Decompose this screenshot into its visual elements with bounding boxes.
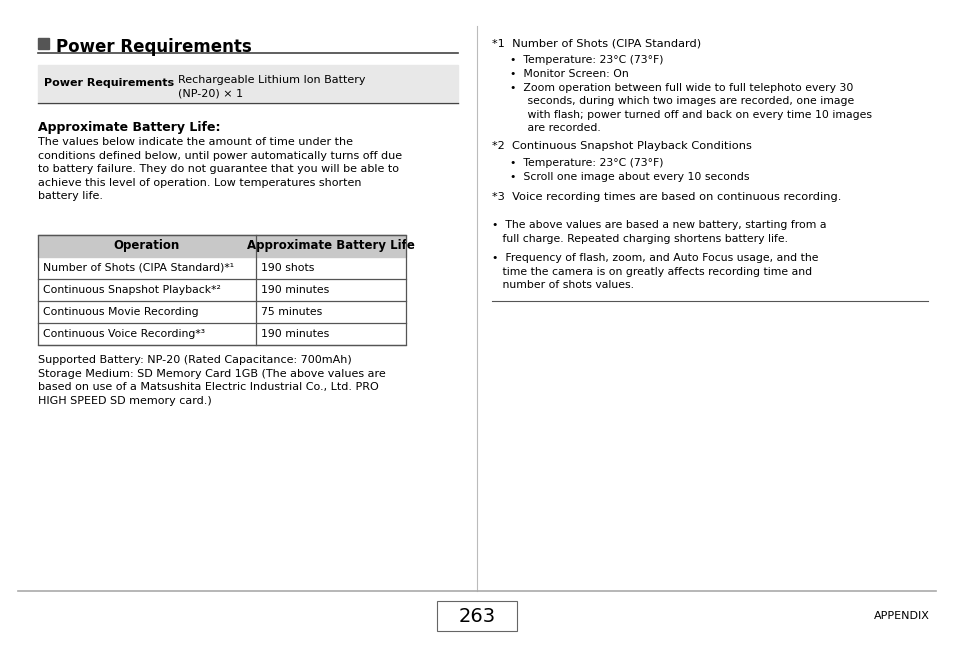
Bar [38, 235, 406, 257]
Bar [38, 257, 406, 279]
Text: Rechargeable Lithium Ion Battery
(NP-20) × 1: Rechargeable Lithium Ion Battery (NP-20)… [178, 75, 365, 99]
Text: The values below indicate the amount of time under the
conditions defined below,: The values below indicate the amount of … [38, 137, 402, 202]
Text: •  Zoom operation between full wide to full telephoto every 30
     seconds, dur: • Zoom operation between full wide to fu… [510, 83, 871, 133]
Text: Power Requirements: Power Requirements [56, 38, 252, 56]
Text: Operation: Operation [113, 240, 180, 253]
Text: Approximate Battery Life: Approximate Battery Life [247, 240, 415, 253]
Text: *3  Voice recording times are based on continuous recording.: *3 Voice recording times are based on co… [492, 192, 841, 202]
Text: *1  Number of Shots (CIPA Standard): *1 Number of Shots (CIPA Standard) [492, 38, 700, 48]
Bar [38, 301, 406, 323]
Text: •  The above values are based a new battery, starting from a
   full charge. Rep: • The above values are based a new batte… [492, 220, 825, 244]
Text: *2  Continuous Snapshot Playback Conditions: *2 Continuous Snapshot Playback Conditio… [492, 141, 751, 151]
Text: 190 minutes: 190 minutes [261, 285, 329, 295]
Bar [38, 279, 406, 301]
Text: Continuous Voice Recording*³: Continuous Voice Recording*³ [43, 329, 205, 339]
Bar [38, 323, 406, 345]
Text: •  Temperature: 23°C (73°F): • Temperature: 23°C (73°F) [510, 55, 662, 65]
Bar [38, 65, 457, 101]
Text: 263: 263 [458, 607, 495, 625]
Text: Continuous Movie Recording: Continuous Movie Recording [43, 307, 198, 317]
Text: Supported Battery: NP-20 (Rated Capacitance: 700mAh)
Storage Medium: SD Memory C: Supported Battery: NP-20 (Rated Capacita… [38, 355, 385, 406]
Text: 75 minutes: 75 minutes [261, 307, 322, 317]
Text: •  Scroll one image about every 10 seconds: • Scroll one image about every 10 second… [510, 172, 749, 182]
Text: 190 shots: 190 shots [261, 263, 314, 273]
Text: 190 minutes: 190 minutes [261, 329, 329, 339]
Text: Number of Shots (CIPA Standard)*¹: Number of Shots (CIPA Standard)*¹ [43, 263, 233, 273]
Text: Approximate Battery Life:: Approximate Battery Life: [38, 121, 220, 134]
Bar [38, 38, 49, 49]
Bar [436, 601, 517, 631]
Text: Power Requirements: Power Requirements [44, 78, 174, 88]
Text: •  Frequency of flash, zoom, and Auto Focus usage, and the
   time the camera is: • Frequency of flash, zoom, and Auto Foc… [492, 253, 818, 290]
Text: •  Temperature: 23°C (73°F): • Temperature: 23°C (73°F) [510, 158, 662, 168]
Bar [38, 235, 406, 345]
Text: APPENDIX: APPENDIX [873, 611, 929, 621]
Text: Continuous Snapshot Playback*²: Continuous Snapshot Playback*² [43, 285, 221, 295]
Text: •  Monitor Screen: On: • Monitor Screen: On [510, 69, 628, 79]
